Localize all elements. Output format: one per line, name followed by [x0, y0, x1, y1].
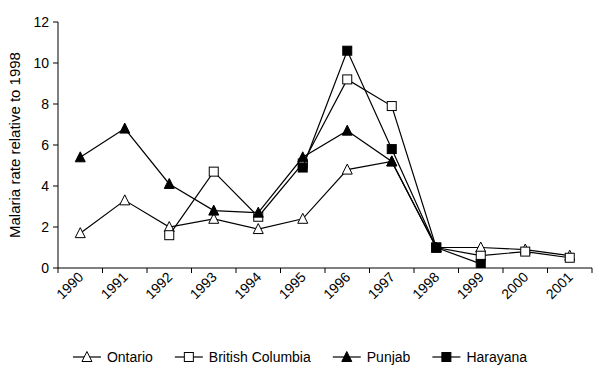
x-tick-label: 1994 [231, 269, 264, 302]
legend-item: Harayana [432, 349, 527, 365]
y-tick-label: 0 [41, 260, 49, 276]
x-divider [191, 268, 192, 273]
series-line [80, 161, 570, 255]
y-tick [53, 104, 58, 105]
x-divider [325, 268, 326, 273]
data-point [120, 195, 130, 205]
x-tick-label: 2001 [543, 269, 576, 302]
legend-marker [442, 353, 451, 362]
legend-item: Punjab [333, 349, 411, 365]
y-tick-label: 6 [41, 137, 49, 153]
legend: Ontario British Columbia Punjab Harayana [73, 349, 527, 365]
series-line [80, 129, 436, 248]
y-tick-label: 4 [41, 178, 49, 194]
data-point [432, 243, 441, 252]
legend-marker [82, 352, 92, 362]
chart: 0 2 4 6 8 10 12 1990 1991 1992 1993 1994 1995 1996 199… [0, 0, 600, 377]
x-tick-label: 1993 [187, 269, 220, 302]
y-tick-label: 12 [33, 14, 49, 30]
x-divider [458, 268, 459, 273]
y-tick [53, 145, 58, 146]
x-divider [592, 268, 593, 273]
data-point [432, 243, 441, 252]
x-divider [547, 268, 548, 273]
data-point [298, 163, 307, 172]
data-point [75, 152, 85, 162]
x-tick-label: 1998 [409, 269, 442, 302]
x-tick-label: 1992 [142, 269, 175, 302]
data-point [75, 228, 85, 238]
x-divider [147, 268, 148, 273]
legend-marker [184, 353, 193, 362]
data-point [298, 213, 308, 223]
y-tick-label: 8 [41, 96, 49, 112]
data-point [209, 205, 219, 215]
data-point [209, 167, 218, 176]
x-tick-label: 1991 [98, 269, 131, 302]
x-divider [280, 268, 281, 273]
data-point [120, 123, 130, 133]
data-point [253, 207, 263, 217]
y-tick-label: 10 [33, 55, 49, 71]
x-tick-label: 1997 [365, 269, 398, 302]
data-point [476, 259, 485, 268]
series-line [169, 79, 570, 257]
series-line [303, 51, 481, 264]
x-divider [414, 268, 415, 273]
y-tick [53, 227, 58, 228]
data-point [476, 251, 485, 260]
y-tick [53, 186, 58, 187]
x-tick-label: 1999 [454, 269, 487, 302]
x-divider [503, 268, 504, 273]
legend-label: Harayana [466, 349, 527, 365]
plot-area [75, 46, 575, 268]
x-tick-label: 1995 [276, 269, 309, 302]
legend-marker [342, 352, 352, 362]
data-point [343, 75, 352, 84]
x-divider [58, 268, 59, 273]
x-divider [236, 268, 237, 273]
x-tick-label: 2000 [498, 269, 531, 302]
data-point [165, 231, 174, 240]
y-tick-label: 2 [41, 219, 49, 235]
x-tick-label: 1996 [320, 269, 353, 302]
x-tick-label: 1990 [53, 269, 86, 302]
y-tick [53, 22, 58, 23]
data-point [431, 242, 441, 252]
data-point [342, 164, 352, 174]
legend-label: British Columbia [209, 349, 311, 365]
data-point [164, 178, 174, 188]
legend-item: Ontario [73, 349, 153, 365]
x-divider [102, 268, 103, 273]
data-point [387, 102, 396, 111]
y-axis-label: Malaria rate relative to 1998 [6, 52, 23, 238]
x-divider [369, 268, 370, 273]
data-point [342, 125, 352, 135]
data-point [476, 242, 486, 252]
data-point [565, 253, 574, 262]
data-point [431, 242, 441, 252]
data-point [521, 247, 530, 256]
y-tick [53, 63, 58, 64]
data-point [343, 46, 352, 55]
y-tick [53, 268, 58, 269]
legend-label: Ontario [107, 349, 153, 365]
legend-label: Punjab [367, 349, 411, 365]
data-point [253, 224, 263, 234]
legend-item: British Columbia [175, 349, 311, 365]
data-point [387, 145, 396, 154]
